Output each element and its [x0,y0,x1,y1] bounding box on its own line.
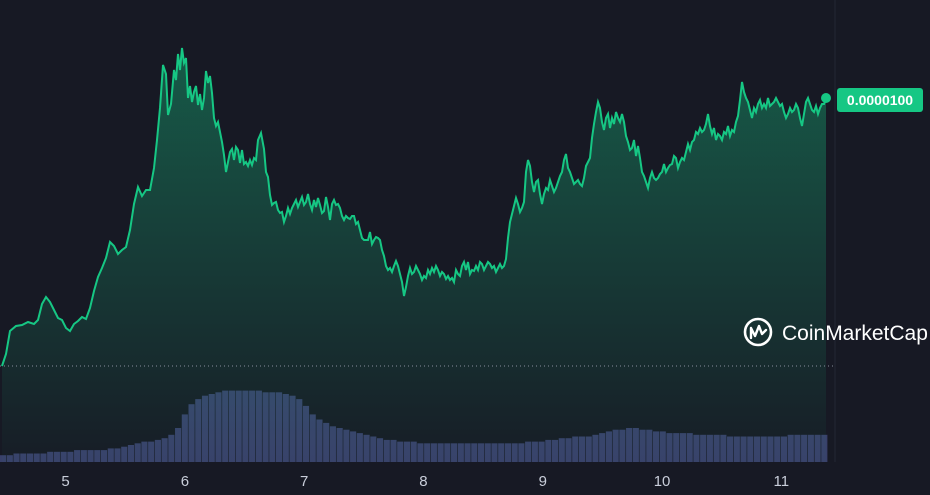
x-tick-label: 7 [300,473,308,490]
x-tick-label: 5 [61,473,69,490]
price-area-fill [2,48,826,462]
watermark: CoinMarketCap [743,317,928,347]
current-price-badge: 0.0000100 [837,88,923,112]
price-line [1,47,827,367]
x-tick-label: 11 [774,473,790,490]
current-price-badge-label: 0.0000100 [847,92,913,108]
x-tick-label: 10 [654,473,671,490]
coinmarketcap-logo-icon [743,317,773,347]
current-price-badge-bg [837,88,923,112]
x-tick-label: 9 [539,473,547,490]
x-tick-label: 8 [419,473,427,490]
watermark-text: CoinMarketCap [782,322,928,345]
gridlines [834,0,836,462]
x-tick-label: 6 [181,473,189,490]
x-axis-ticks: 5 6 7 8 9 10 11 [61,473,789,490]
current-price-dot [821,93,831,103]
